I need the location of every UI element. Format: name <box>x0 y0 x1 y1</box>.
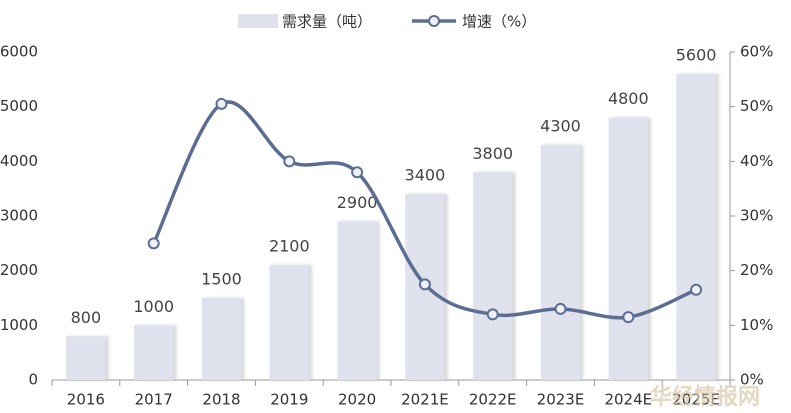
x-tick-label: 2016 <box>67 391 105 409</box>
growth-marker <box>554 302 567 315</box>
y-tick-label: 0 <box>28 371 38 389</box>
bar-value-label: 4800 <box>608 89 649 108</box>
y2-tick-label: 30% <box>740 207 773 225</box>
bar <box>676 73 716 380</box>
legend-swatch <box>238 14 278 28</box>
y2-tick-label: 50% <box>740 97 773 115</box>
bar-value-label: 3400 <box>405 166 446 185</box>
y2-tick-label: 60% <box>740 43 773 61</box>
growth-marker <box>418 278 431 291</box>
bar-value-label: 2900 <box>337 193 378 212</box>
watermark: 华经情报网 <box>650 384 760 410</box>
bar-value-label: 800 <box>71 308 102 327</box>
x-tick-label: 2022E <box>469 391 517 409</box>
y-tick-label: 2000 <box>0 261 38 279</box>
growth-marker <box>215 97 228 110</box>
x-tick-label: 2019 <box>270 391 308 409</box>
growth-marker <box>486 308 499 321</box>
bar <box>134 325 174 380</box>
legend-label: 增速（%） <box>462 13 536 31</box>
bar-value-label: 1500 <box>201 270 242 289</box>
x-tick-label: 2018 <box>202 391 240 409</box>
y2-tick-label: 0% <box>740 371 764 389</box>
bar <box>66 336 106 380</box>
x-tick-label: 2017 <box>135 391 173 409</box>
bar <box>337 221 377 380</box>
bar <box>473 172 513 380</box>
bar-value-label: 3800 <box>472 144 513 163</box>
legend-marker <box>428 15 440 27</box>
legend-label: 需求量（吨） <box>282 13 372 31</box>
bar <box>608 117 648 380</box>
x-tick-label: 2024E <box>604 391 652 409</box>
growth-marker <box>283 155 296 168</box>
growth-marker <box>147 237 160 250</box>
bar-value-label: 1000 <box>133 297 174 316</box>
y2-tick-label: 40% <box>740 152 773 170</box>
x-tick-label: 2021E <box>401 391 449 409</box>
y2-tick-label: 20% <box>740 261 773 279</box>
growth-marker <box>690 283 703 296</box>
bar-value-label: 5600 <box>676 45 717 64</box>
bar-value-label: 2100 <box>269 237 310 256</box>
bar <box>201 298 242 380</box>
bar-value-label: 4300 <box>540 116 581 135</box>
bar <box>269 265 309 380</box>
bar <box>540 144 581 380</box>
x-tick-label: 2023E <box>537 391 585 409</box>
y-tick-label: 3000 <box>0 207 38 225</box>
x-tick-label: 2025E <box>672 391 720 409</box>
y-tick-label: 1000 <box>0 316 38 334</box>
y2-tick-label: 10% <box>740 316 773 334</box>
y-tick-label: 6000 <box>0 43 38 61</box>
growth-marker <box>622 311 635 324</box>
y-tick-label: 4000 <box>0 152 38 170</box>
x-tick-label: 2020 <box>338 391 376 409</box>
growth-marker <box>351 166 364 179</box>
y-tick-label: 5000 <box>0 97 38 115</box>
